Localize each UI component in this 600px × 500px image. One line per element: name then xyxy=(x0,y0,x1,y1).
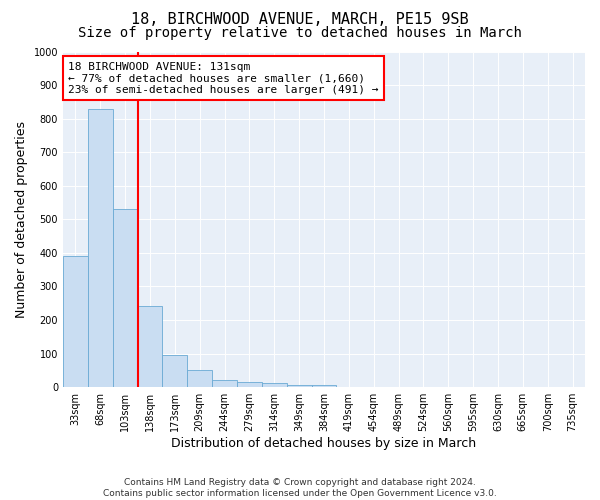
X-axis label: Distribution of detached houses by size in March: Distribution of detached houses by size … xyxy=(172,437,476,450)
Bar xyxy=(163,355,187,387)
Bar xyxy=(212,380,237,387)
Bar xyxy=(63,256,88,387)
Text: Contains HM Land Registry data © Crown copyright and database right 2024.
Contai: Contains HM Land Registry data © Crown c… xyxy=(103,478,497,498)
Bar xyxy=(287,384,311,387)
Text: Size of property relative to detached houses in March: Size of property relative to detached ho… xyxy=(78,26,522,40)
Text: 18 BIRCHWOOD AVENUE: 131sqm
← 77% of detached houses are smaller (1,660)
23% of : 18 BIRCHWOOD AVENUE: 131sqm ← 77% of det… xyxy=(68,62,379,95)
Bar xyxy=(311,384,337,387)
Bar xyxy=(262,383,287,387)
Bar xyxy=(237,382,262,387)
Bar xyxy=(113,208,137,387)
Y-axis label: Number of detached properties: Number of detached properties xyxy=(15,121,28,318)
Bar xyxy=(88,109,113,387)
Bar xyxy=(187,370,212,387)
Bar xyxy=(137,306,163,387)
Text: 18, BIRCHWOOD AVENUE, MARCH, PE15 9SB: 18, BIRCHWOOD AVENUE, MARCH, PE15 9SB xyxy=(131,12,469,28)
